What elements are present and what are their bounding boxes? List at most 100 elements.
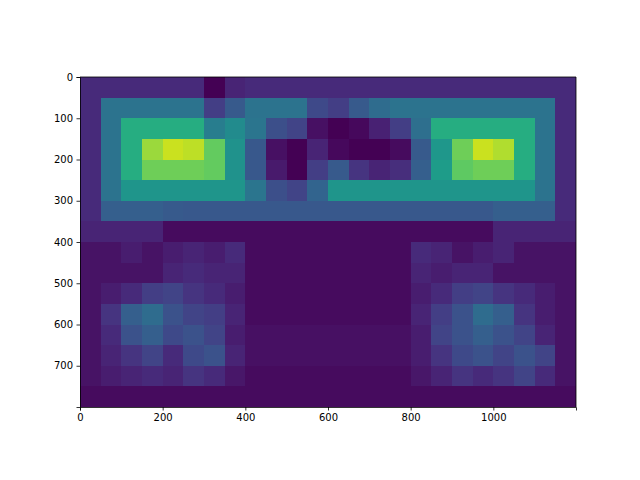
cell — [328, 139, 349, 160]
cell — [369, 325, 390, 346]
cell — [328, 160, 349, 181]
cell — [287, 366, 308, 387]
cell — [473, 221, 494, 242]
cell — [349, 366, 370, 387]
cell — [266, 325, 287, 346]
cell — [287, 283, 308, 304]
cell — [266, 118, 287, 139]
cell — [328, 77, 349, 98]
cell — [101, 201, 122, 222]
cell — [142, 242, 163, 263]
cell — [369, 366, 390, 387]
cell — [245, 263, 266, 284]
cell — [493, 201, 514, 222]
cell — [535, 77, 556, 98]
cell — [514, 221, 535, 242]
cell — [535, 118, 556, 139]
cell — [369, 263, 390, 284]
frame-right — [576, 77, 577, 407]
cell — [411, 242, 432, 263]
cell — [287, 221, 308, 242]
cell — [163, 77, 184, 98]
cell — [101, 386, 122, 407]
cell — [369, 160, 390, 181]
cell — [411, 77, 432, 98]
cell — [101, 283, 122, 304]
cell — [204, 345, 225, 366]
y-tick-mark — [77, 366, 81, 367]
cell — [307, 325, 328, 346]
cell — [204, 201, 225, 222]
cell — [349, 242, 370, 263]
heatmap — [80, 77, 576, 407]
cell — [473, 160, 494, 181]
cell — [349, 325, 370, 346]
cell — [349, 283, 370, 304]
cell — [121, 386, 142, 407]
cell — [266, 201, 287, 222]
cell — [245, 366, 266, 387]
cell — [328, 386, 349, 407]
cell — [245, 160, 266, 181]
cell — [390, 221, 411, 242]
cell — [142, 304, 163, 325]
cell — [80, 304, 101, 325]
cell — [307, 160, 328, 181]
cell — [142, 366, 163, 387]
cell — [225, 221, 246, 242]
cell — [225, 160, 246, 181]
cell — [183, 139, 204, 160]
y-tick: 600 — [54, 319, 80, 330]
cell — [555, 345, 576, 366]
cell — [121, 221, 142, 242]
cell — [266, 180, 287, 201]
cell — [121, 366, 142, 387]
cell — [493, 263, 514, 284]
cell — [369, 283, 390, 304]
cell — [225, 139, 246, 160]
cell — [555, 139, 576, 160]
chart: 020040060080010000100200300400500600700 — [0, 0, 640, 480]
cell — [411, 263, 432, 284]
cell — [514, 283, 535, 304]
cell — [225, 77, 246, 98]
cell — [163, 180, 184, 201]
cell — [473, 201, 494, 222]
cell — [493, 221, 514, 242]
cell — [411, 118, 432, 139]
cell — [328, 345, 349, 366]
cell — [411, 386, 432, 407]
cell — [245, 325, 266, 346]
cell — [555, 221, 576, 242]
y-tick-label: 400 — [54, 237, 73, 248]
cell — [163, 139, 184, 160]
cell — [328, 242, 349, 263]
cell — [369, 345, 390, 366]
cell — [411, 160, 432, 181]
cell — [80, 77, 101, 98]
cell — [555, 118, 576, 139]
cell — [411, 304, 432, 325]
cell — [163, 201, 184, 222]
cell — [245, 386, 266, 407]
cell — [535, 98, 556, 119]
x-tick-label: 0 — [77, 412, 83, 423]
cell — [452, 201, 473, 222]
cell — [390, 180, 411, 201]
cell — [266, 139, 287, 160]
y-axis-line — [77, 78, 81, 408]
cell — [142, 386, 163, 407]
cell — [266, 386, 287, 407]
cell — [142, 221, 163, 242]
cell — [204, 139, 225, 160]
cell — [390, 263, 411, 284]
cell — [80, 221, 101, 242]
cell — [473, 242, 494, 263]
cell — [142, 77, 163, 98]
cell — [349, 180, 370, 201]
y-tick-mark — [77, 118, 81, 119]
cell — [163, 263, 184, 284]
y-tick-label: 100 — [54, 113, 73, 124]
cell — [121, 118, 142, 139]
cell — [431, 386, 452, 407]
